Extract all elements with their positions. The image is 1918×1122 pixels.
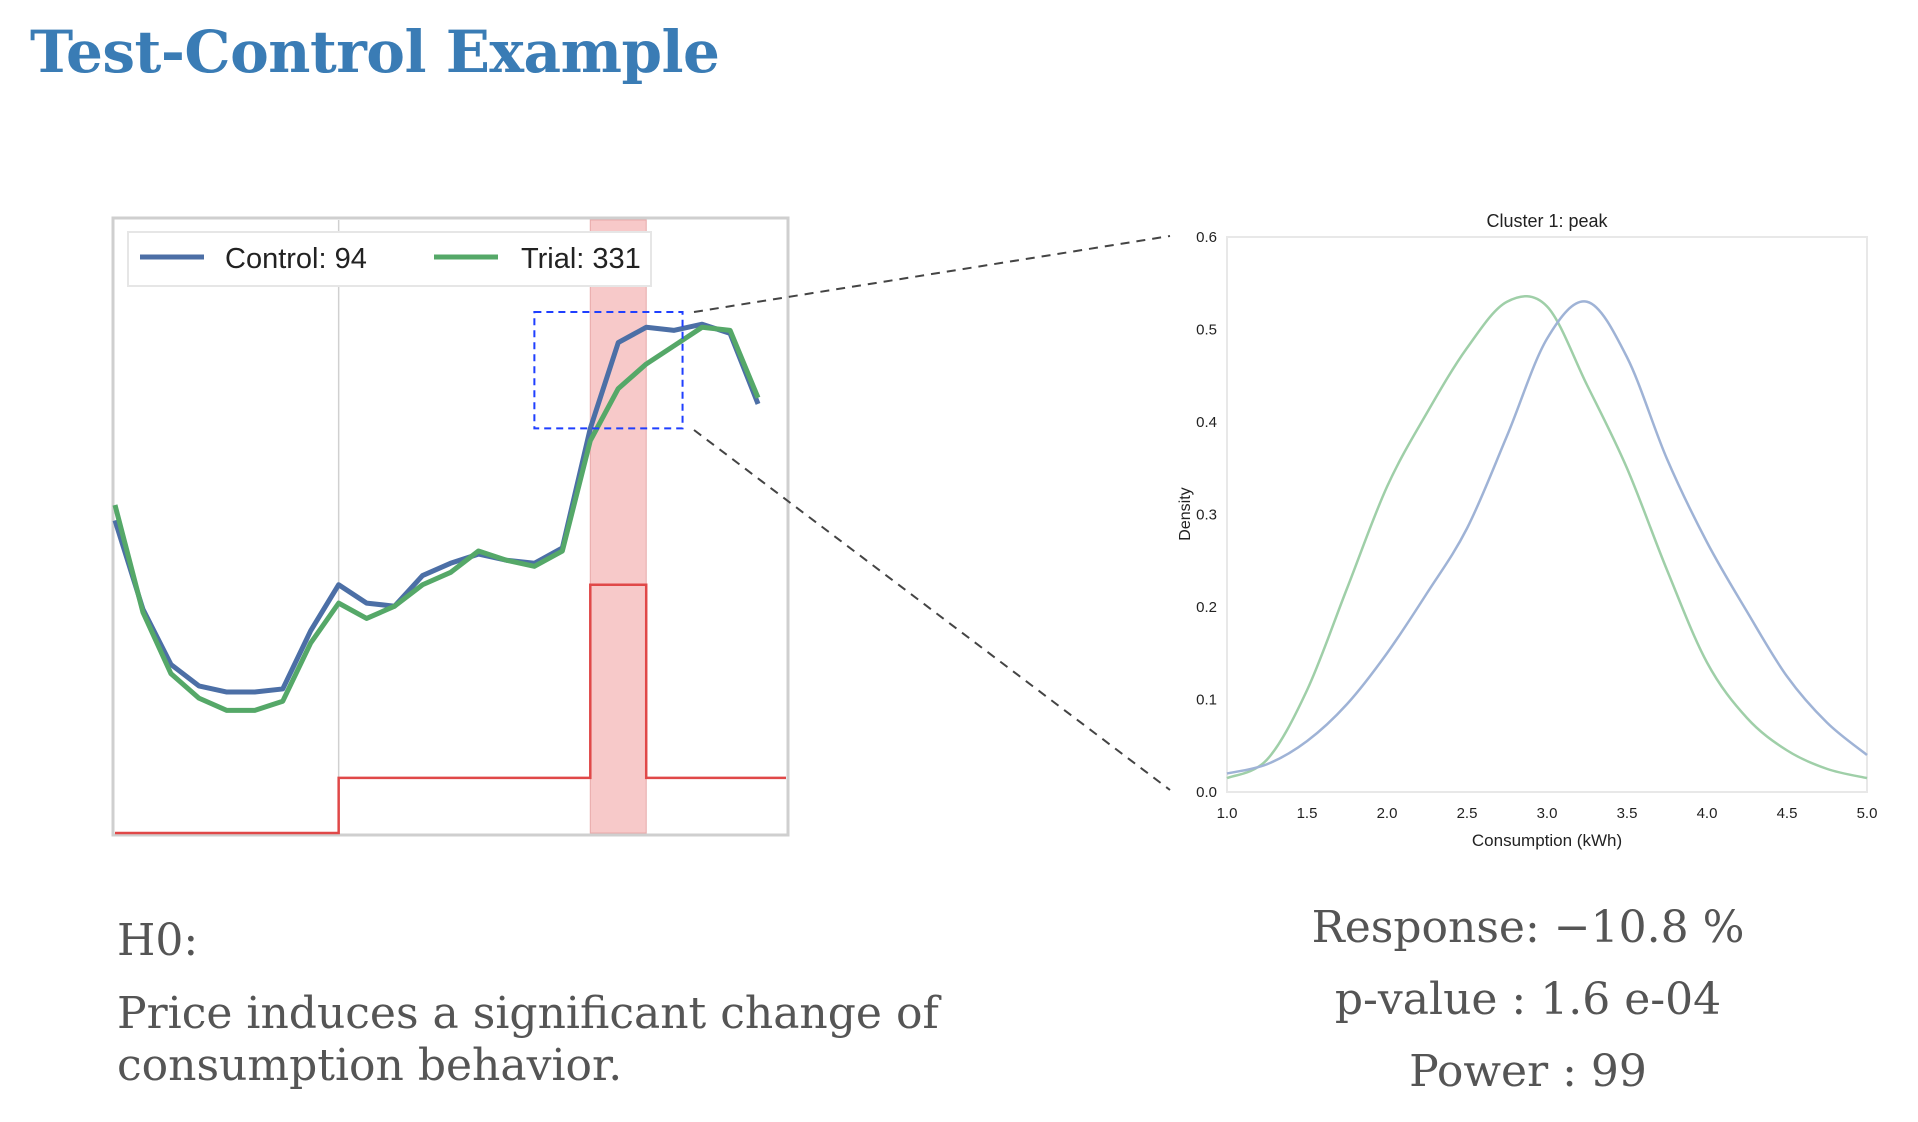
pvalue-stat: p-value : 1.6 e-04: [1334, 974, 1722, 1025]
peak-period-band: [589, 219, 647, 834]
density-trial-curve: [1226, 295, 1868, 780]
price-signal-line: [115, 583, 786, 835]
density-xtick-label: 3.0: [1537, 805, 1558, 822]
control-series-line: [112, 321, 761, 695]
density-xtick-label: 1.0: [1217, 805, 1238, 822]
density-ytick-label: 0.2: [1196, 599, 1217, 616]
density-xtick-label: 2.0: [1377, 805, 1398, 822]
daily-profile-frame: [111, 216, 790, 837]
legend-box: [127, 231, 652, 287]
zoom-connector-top: [693, 235, 1171, 313]
density-ylabel: Density: [1177, 487, 1194, 540]
density-xtick-label: 4.0: [1697, 805, 1718, 822]
density-xtick-label: 1.5: [1297, 805, 1318, 822]
zoom-connector-bottom: [693, 429, 1171, 791]
density-control-curve: [1226, 300, 1868, 775]
density-xtick-label: 3.5: [1617, 805, 1638, 822]
density-ytick-label: 0.1: [1196, 692, 1217, 709]
response-stat: Response: −10.8 %: [1311, 902, 1745, 953]
density-ytick-label: 0.3: [1196, 507, 1217, 524]
density-xtick-label: 5.0: [1857, 805, 1878, 822]
slide-title: Test-Control Example: [30, 18, 720, 86]
power-stat: Power : 99: [1409, 1046, 1647, 1097]
zoom-box: [533, 310, 684, 430]
density-plot-area: [1226, 236, 1868, 793]
daily-profile-chart: Control: 94 Trial: 331: [111, 216, 790, 837]
density-xtick-label: 4.5: [1777, 805, 1798, 822]
hypothesis-label: H0:: [117, 915, 199, 966]
density-xtick-label: 2.5: [1457, 805, 1478, 822]
density-ytick-label: 0.6: [1196, 229, 1217, 246]
density-ytick-label: 0.4: [1196, 414, 1217, 431]
density-ytick-label: 0.0: [1196, 784, 1217, 801]
density-chart: Cluster 1: peak 1.0 1.5 2.0 2.5 3.0 3.5 4.0 4.5…: [1177, 211, 1877, 850]
legend-control-label: Control: 94: [225, 243, 367, 275]
hypothesis-text: Price induces a significant change of co…: [117, 988, 939, 1091]
density-ytick-label: 0.5: [1196, 322, 1217, 339]
density-chart-title: Cluster 1: peak: [1486, 211, 1608, 231]
trial-series-line: [112, 324, 761, 713]
density-xlabel: Consumption (kWh): [1472, 831, 1622, 850]
legend-trial-label: Trial: 331: [521, 243, 641, 275]
daily-profile-legend: Control: 94 Trial: 331: [127, 231, 652, 287]
